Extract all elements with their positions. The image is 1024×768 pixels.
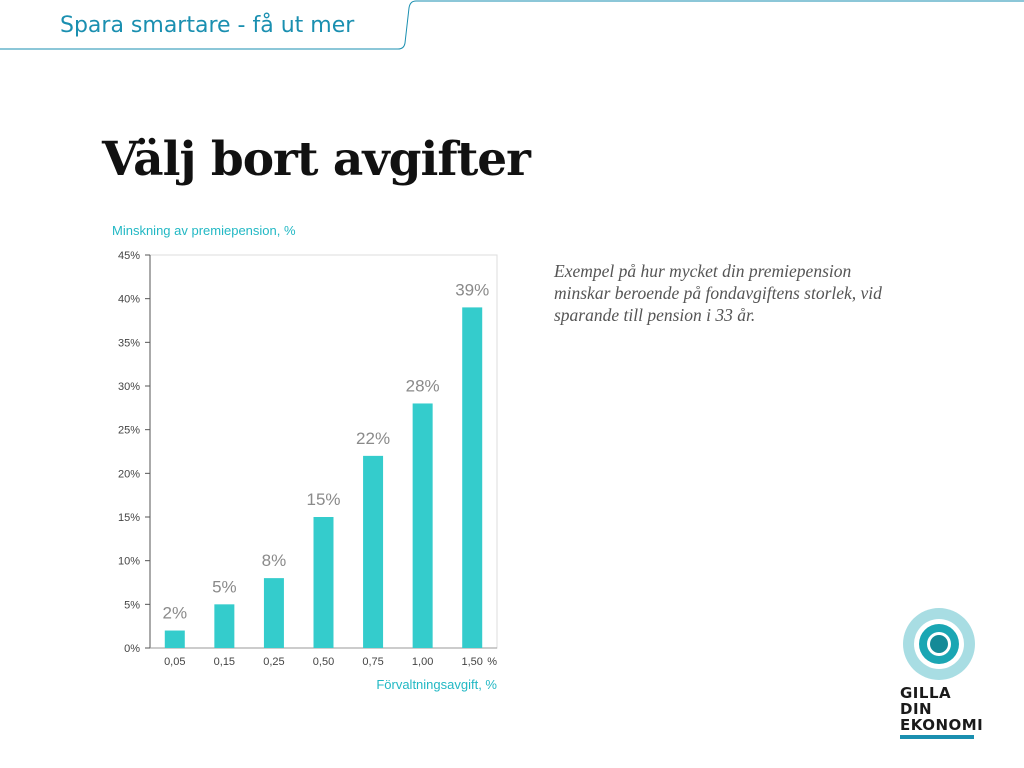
bar bbox=[164, 630, 185, 648]
header-divider bbox=[0, 0, 1024, 50]
bar-value-label: 5% bbox=[212, 577, 237, 596]
logo-underline bbox=[900, 735, 974, 739]
bar-value-label: 22% bbox=[356, 429, 390, 448]
y-tick-label: 45% bbox=[118, 250, 140, 262]
x-tick-label: 1,50 bbox=[462, 656, 483, 668]
chart-description: Exempel på hur mycket din premiepension … bbox=[554, 261, 882, 325]
y-tick-label: 15% bbox=[118, 512, 140, 524]
bar bbox=[363, 455, 384, 648]
y-tick-label: 30% bbox=[118, 381, 140, 393]
bar-value-label: 39% bbox=[455, 280, 489, 299]
bar bbox=[263, 578, 284, 648]
x-tick-label: 1,00 bbox=[412, 656, 433, 668]
x-tick-label: 0,25 bbox=[263, 656, 284, 668]
gilla-din-ekonomi-logo: GILLA DIN EKONOMI bbox=[900, 607, 984, 739]
x-tick-label: 0,15 bbox=[214, 656, 235, 668]
y-axis-title: Minskning av premiepension, % bbox=[112, 223, 296, 238]
bar-value-label: 2% bbox=[162, 604, 187, 623]
y-tick-label: 35% bbox=[118, 337, 140, 349]
logo-text-line2: EKONOMI bbox=[900, 716, 984, 734]
bar-value-label: 28% bbox=[406, 376, 440, 395]
y-tick-label: 20% bbox=[118, 468, 140, 480]
slide-title: Välj bort avgifter bbox=[102, 132, 531, 187]
y-tick-label: 5% bbox=[124, 599, 140, 611]
y-tick-label: 0% bbox=[124, 643, 140, 655]
header-title: Spara smartare - få ut mer bbox=[60, 13, 355, 38]
x-axis-unit: % bbox=[487, 656, 497, 668]
bar-value-label: 8% bbox=[262, 551, 287, 570]
bar-value-label: 15% bbox=[306, 490, 340, 509]
bar bbox=[214, 604, 235, 648]
bar bbox=[313, 517, 334, 648]
logo-text-line1: GILLA DIN bbox=[900, 684, 952, 718]
y-tick-label: 40% bbox=[118, 294, 140, 306]
x-tick-label: 0,50 bbox=[313, 656, 334, 668]
y-tick-label: 10% bbox=[118, 556, 140, 568]
bar bbox=[462, 307, 483, 648]
x-axis-title: Förvaltningsavgift, % bbox=[376, 677, 497, 692]
concentric-circles-icon bbox=[903, 608, 975, 680]
x-tick-label: 0,75 bbox=[362, 656, 383, 668]
x-tick-label: 0,05 bbox=[164, 656, 185, 668]
bar bbox=[412, 403, 433, 648]
y-tick-label: 25% bbox=[118, 425, 140, 437]
